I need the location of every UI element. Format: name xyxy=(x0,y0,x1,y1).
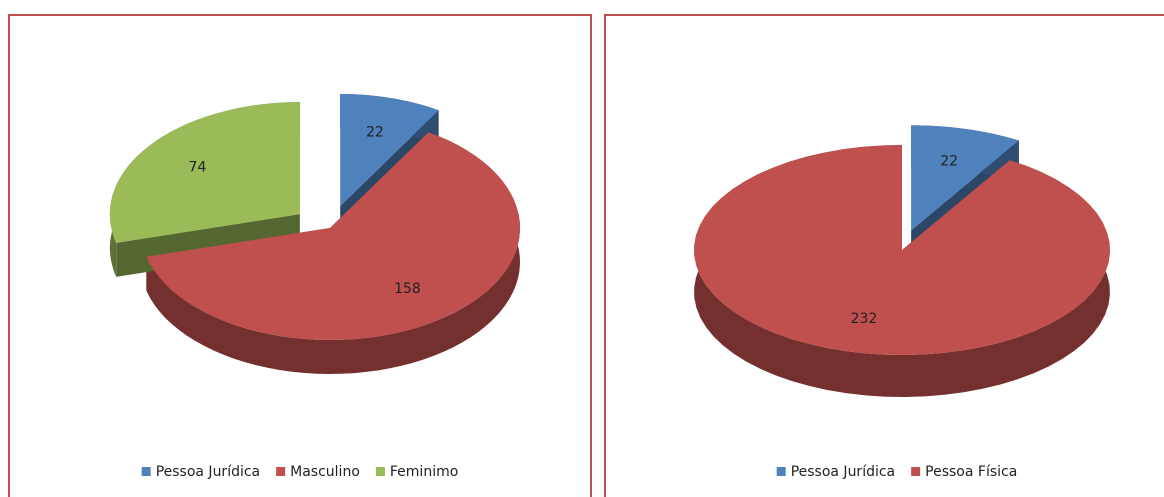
legend-label: Pessoa Jurídica xyxy=(156,464,260,480)
slice xyxy=(911,125,1019,231)
legend: Pessoa Jurídica Pessoa Física xyxy=(776,464,1017,480)
legend: Pessoa Jurídica Masculino Feminimo xyxy=(141,464,458,480)
legend-label: Pessoa Jurídica xyxy=(791,464,895,480)
legend-label: Pessoa Física xyxy=(925,464,1017,480)
legend-swatch xyxy=(141,467,151,476)
legend-swatch xyxy=(776,467,786,476)
slice xyxy=(109,102,300,243)
legend-label: Masculino xyxy=(290,464,360,480)
slice xyxy=(694,145,1110,355)
data-label: 22 xyxy=(940,154,958,170)
legend-label: Feminimo xyxy=(390,464,458,480)
legend-swatch xyxy=(276,467,286,476)
data-label: 158 xyxy=(394,281,421,297)
data-label: 22 xyxy=(366,125,384,141)
legend-swatch xyxy=(375,467,385,476)
slice xyxy=(146,132,520,340)
data-label: 232 xyxy=(851,311,878,327)
legend-swatch xyxy=(911,467,921,476)
slice xyxy=(340,94,439,206)
data-label: 74 xyxy=(189,160,207,176)
